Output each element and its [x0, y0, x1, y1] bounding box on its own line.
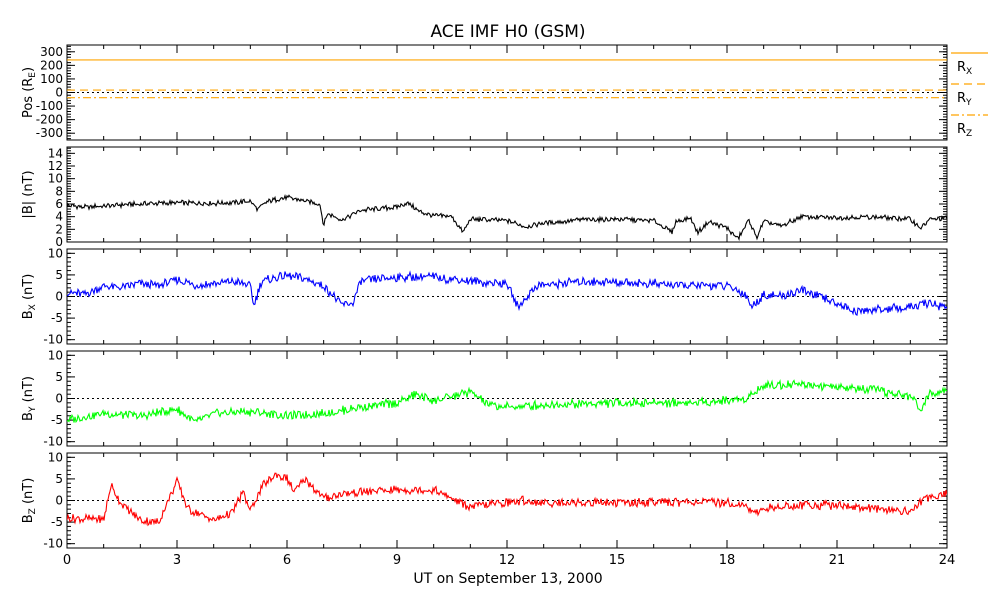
series-line-by	[67, 378, 947, 424]
y-tick-label: -5	[51, 311, 63, 325]
y-tick-label: -10	[43, 537, 63, 551]
x-tick-label: 9	[393, 553, 401, 568]
x-tick-label: 12	[499, 553, 516, 568]
x-tick-label: 6	[283, 553, 291, 568]
panel-by: -10 -5 0 5 10 BY (nT)	[21, 348, 948, 449]
y-tick-label: 10	[48, 348, 63, 362]
y-tick-label: 0	[55, 235, 63, 249]
y-tick-label: 8	[55, 184, 63, 198]
y-tick-label: -200	[36, 113, 63, 127]
y-tick-label: 10	[48, 246, 63, 260]
y-axis-label-pos: Pos (RE)	[21, 67, 38, 118]
y-tick-label: 5	[55, 472, 63, 486]
y-tick-label: 5	[55, 268, 63, 282]
panel-bz: -10 -5 0 5 10 BZ (nT)	[21, 450, 948, 551]
series-line-bx	[67, 270, 947, 316]
y-tick-label: 200	[40, 58, 63, 72]
x-tick-label: 24	[939, 553, 956, 568]
y-tick-label: 0	[55, 392, 63, 406]
x-tick-label: 21	[829, 553, 846, 568]
y-tick-label: 12	[48, 159, 63, 173]
x-tick-label: 0	[63, 553, 71, 568]
y-axis-label-btot: |B| (nT)	[21, 170, 36, 218]
y-tick-label: 0	[55, 290, 63, 304]
y-tick-label: -10	[43, 333, 63, 347]
y-tick-label: -300	[36, 126, 63, 140]
legend-label-x: RX	[957, 60, 972, 77]
y-axis-label-bz: BZ (nT)	[21, 478, 38, 524]
x-tick-label: 15	[609, 553, 626, 568]
legend-label-y: RY	[957, 91, 972, 108]
x-tick-label: 18	[719, 553, 736, 568]
x-axis-label: UT on September 13, 2000	[413, 571, 602, 587]
series-line-bz	[67, 472, 947, 527]
y-tick-label: -5	[51, 515, 63, 529]
legend-label-z: RZ	[957, 122, 972, 139]
y-tick-label: 100	[40, 72, 63, 86]
y-tick-label: 14	[48, 146, 63, 160]
panel-bx: -10 -5 0 5 10 BX (nT)	[21, 246, 948, 347]
y-tick-label: 0	[55, 494, 63, 508]
y-tick-label: 10	[48, 450, 63, 464]
y-tick-label: -5	[51, 413, 63, 427]
y-tick-label: 2	[55, 222, 63, 236]
series-line-btot	[67, 194, 947, 242]
y-tick-label: 6	[55, 197, 63, 211]
y-tick-label: 300	[40, 45, 63, 59]
chart-title: ACE IMF H0 (GSM)	[430, 22, 585, 42]
y-tick-label: 10	[48, 172, 63, 186]
y-tick-label: 4	[55, 210, 63, 224]
y-tick-label: 5	[55, 370, 63, 384]
panel-frame	[66, 146, 948, 243]
y-axis-label-bx: BX (nT)	[21, 274, 38, 320]
y-axis-label-by: BY (nT)	[21, 376, 38, 421]
y-tick-label: -10	[43, 435, 63, 449]
x-tick-label: 3	[173, 553, 181, 568]
y-tick-label: -100	[36, 99, 63, 113]
y-tick-label: 0	[55, 86, 63, 100]
